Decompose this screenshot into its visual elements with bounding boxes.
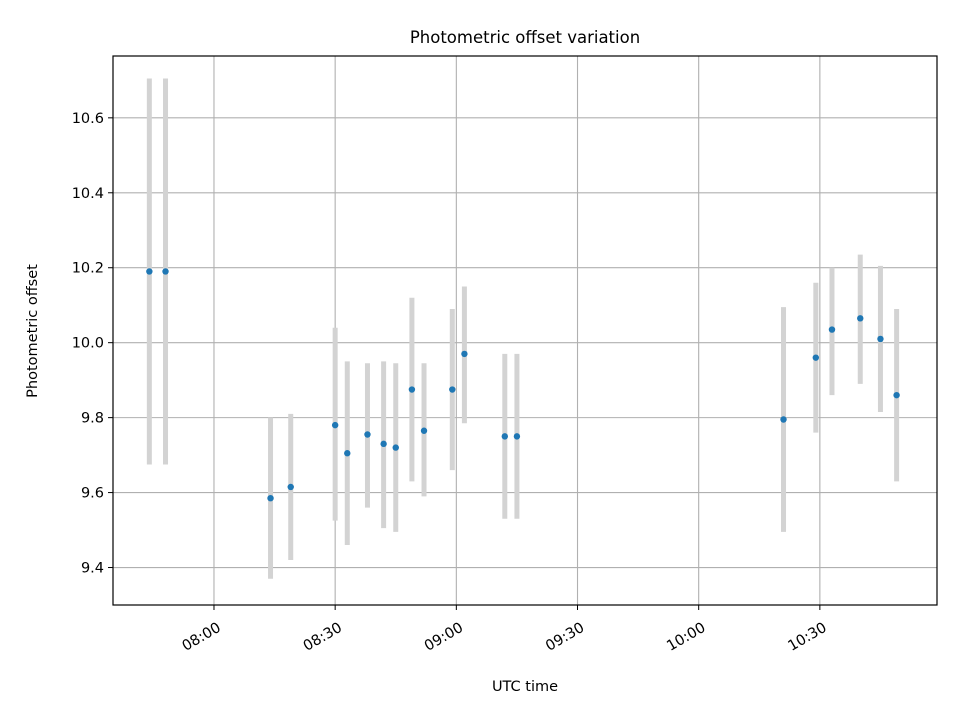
chart-title: Photometric offset variation — [410, 28, 640, 47]
y-tick-label: 9.4 — [81, 561, 104, 577]
data-point — [513, 433, 521, 440]
y-tick-label: 10.4 — [72, 186, 104, 202]
data-point — [162, 268, 169, 275]
data-points — [146, 268, 900, 502]
data-point — [857, 315, 864, 322]
data-point — [420, 427, 428, 434]
data-point — [812, 354, 820, 361]
x-axis-label: UTC time — [492, 679, 558, 695]
y-tick-label: 10.0 — [72, 336, 104, 352]
y-axis-label: Photometric offset — [25, 264, 41, 398]
data-point — [877, 335, 884, 343]
y-tick-label: 10.6 — [72, 111, 104, 127]
data-point — [780, 416, 787, 423]
data-point — [828, 326, 836, 333]
y-tick-label: 9.6 — [81, 486, 104, 502]
data-point — [408, 386, 416, 393]
data-point — [461, 350, 468, 358]
data-point — [267, 494, 274, 502]
plot-frame — [112, 55, 938, 606]
data-point — [893, 391, 900, 399]
data-point — [380, 440, 387, 448]
data-point — [364, 431, 371, 438]
data-point — [392, 444, 399, 451]
data-point — [287, 483, 294, 491]
y-tick-label: 9.8 — [81, 411, 104, 427]
data-point — [449, 386, 456, 393]
data-point — [501, 433, 509, 440]
data-point — [331, 421, 339, 429]
y-tick-label: 10.2 — [72, 261, 104, 277]
data-point — [146, 268, 153, 275]
data-point — [344, 450, 351, 457]
y-axis: 9.4 9.6 9.8 10.0 10.2 10.4 10.6 — [72, 111, 113, 577]
